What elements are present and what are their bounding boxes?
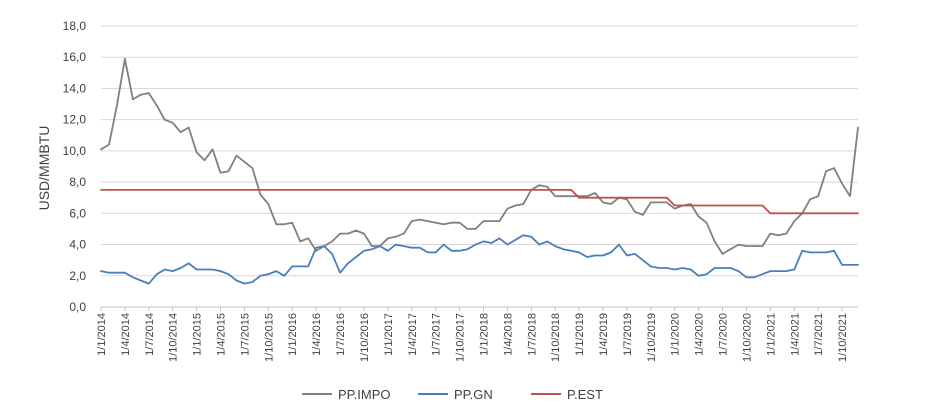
x-tick-label: 1/4/2016 <box>311 313 323 356</box>
gridlines <box>101 25 858 277</box>
legend-label: P.EST <box>567 387 603 402</box>
x-tick-labels: 1/1/2014 1/4/2014 1/7/2014 1/10/2014 1/1/201… <box>96 313 849 362</box>
x-tick-label: 1/7/2017 <box>431 313 443 356</box>
y-tick-labels: 0,0 2,0 4,0 6,0 8,0 10,0 12,0 14,0 16,0 18,0 <box>63 19 87 314</box>
x-tick-label: 1/7/2018 <box>526 313 538 356</box>
x-tick-label: 1/1/2014 <box>96 313 108 356</box>
legend-label: PP.IMPO <box>338 387 391 402</box>
y-tick-label: 16,0 <box>63 50 87 64</box>
x-tick-label: 1/10/2014 <box>168 313 180 362</box>
series-line-pp-gn <box>100 234 859 285</box>
x-tick-label: 1/1/2015 <box>192 313 204 356</box>
series-line-p-est <box>100 188 859 215</box>
x-tick-label: 1/1/2019 <box>574 313 586 356</box>
x-tick-label: 1/10/2021 <box>837 313 849 362</box>
y-tick-label: 14,0 <box>63 81 87 95</box>
y-tick-label: 2,0 <box>69 269 86 283</box>
x-tick-label: 1/10/2018 <box>550 313 562 362</box>
x-tick-label: 1/7/2015 <box>239 313 251 356</box>
y-tick-label: 0,0 <box>69 300 86 314</box>
x-tick-label: 1/4/2018 <box>502 313 514 356</box>
x-tick-label: 1/10/2019 <box>646 313 658 362</box>
series-line-pp-impo <box>100 57 859 255</box>
x-tick-label: 1/1/2020 <box>670 313 682 356</box>
legend: PP.IMPO PP.GN P.EST <box>302 387 603 402</box>
x-tick-label: 1/7/2020 <box>718 313 730 356</box>
x-tick-label: 1/7/2019 <box>622 313 634 356</box>
x-tick-label: 1/4/2014 <box>120 313 132 356</box>
x-tick-label: 1/7/2016 <box>335 313 347 356</box>
x-tick-label: 1/1/2018 <box>478 313 490 356</box>
x-tick-label: 1/7/2021 <box>813 313 825 356</box>
series-lines <box>100 57 859 285</box>
x-tick-label: 1/10/2020 <box>741 313 753 362</box>
legend-label: PP.GN <box>454 387 493 402</box>
y-tick-label: 4,0 <box>69 238 86 252</box>
axes <box>100 306 858 311</box>
y-tick-label: 8,0 <box>69 175 86 189</box>
y-axis-label: USD/MMBTU <box>36 126 52 211</box>
y-tick-label: 18,0 <box>63 19 87 33</box>
y-tick-label: 10,0 <box>63 144 87 158</box>
x-tick-label: 1/1/2021 <box>765 313 777 356</box>
x-tick-label: 1/4/2019 <box>598 313 610 356</box>
x-tick-label: 1/1/2017 <box>383 313 395 356</box>
x-tick-label: 1/7/2014 <box>144 313 156 356</box>
x-tick-label: 1/10/2015 <box>263 313 275 362</box>
x-tick-label: 1/4/2021 <box>789 313 801 356</box>
y-tick-label: 12,0 <box>63 113 87 127</box>
x-tick-label: 1/4/2017 <box>407 313 419 356</box>
y-tick-label: 6,0 <box>69 206 86 220</box>
x-tick-label: 1/4/2020 <box>694 313 706 356</box>
x-tick-label: 1/10/2016 <box>359 313 371 362</box>
x-tick-label: 1/10/2017 <box>455 313 467 362</box>
x-tick-label: 1/1/2016 <box>287 313 299 356</box>
x-tick-label: 1/4/2015 <box>216 313 228 356</box>
